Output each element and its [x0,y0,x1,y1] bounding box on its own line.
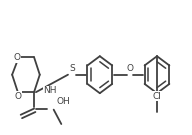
Text: O: O [127,64,134,73]
Text: Cl: Cl [153,92,161,101]
Text: OH: OH [57,97,70,106]
Text: S: S [69,64,75,73]
Text: NH: NH [44,86,57,95]
Text: O: O [14,92,21,101]
Text: O: O [13,53,20,62]
